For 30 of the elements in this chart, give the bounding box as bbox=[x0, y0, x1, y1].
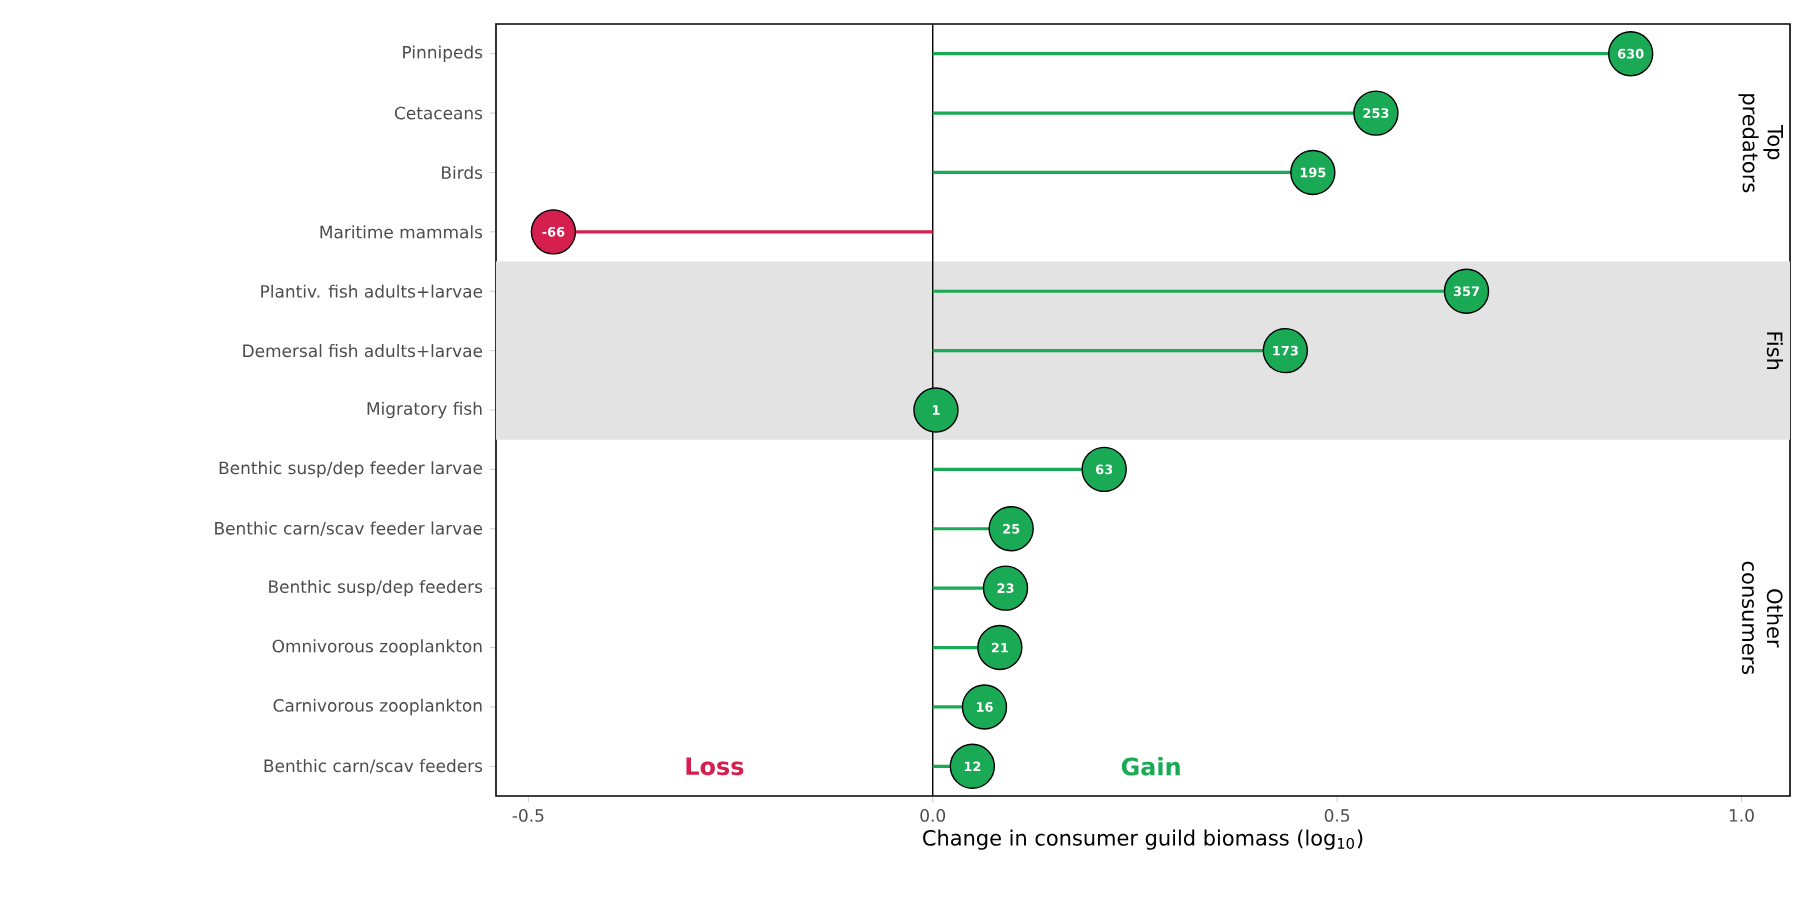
y-tick-label: Carnivorous zooplankton bbox=[273, 698, 482, 716]
y-tick-label: Benthic susp/dep feeder larvae bbox=[219, 461, 483, 478]
annotation: Loss bbox=[686, 757, 744, 776]
annotation: Gain bbox=[1121, 757, 1180, 776]
point bbox=[1081, 446, 1127, 493]
y-tick-label: Maritime mammals bbox=[320, 225, 483, 239]
x-tick-label: 0.5 bbox=[1324, 809, 1350, 822]
point bbox=[913, 387, 959, 433]
x-tick-label: -0.5 bbox=[512, 809, 544, 822]
y-tick-label: Plantiv. fish adults+larvae bbox=[261, 284, 483, 298]
x-tick-label: 0.0 bbox=[920, 809, 946, 822]
point bbox=[949, 743, 996, 790]
y-tick-label: Omnivorous zooplankton bbox=[272, 639, 482, 656]
y-tick-label: Birds bbox=[442, 165, 483, 180]
x-axis-title: Change in consumer guild biomass (log$_{10}$) bbox=[923, 829, 1363, 850]
y-tick-label: Cetaceans bbox=[394, 106, 483, 120]
y-tick-label: Pinnipeds bbox=[403, 45, 483, 62]
point bbox=[961, 684, 1008, 730]
x-tick-label: 1.0 bbox=[1729, 809, 1754, 822]
y-tick-label: Benthic susp/dep feeders bbox=[269, 579, 483, 597]
annotation: Other consumers bbox=[1741, 561, 1783, 675]
annotation: Top predators bbox=[1738, 94, 1783, 193]
y-tick-label: Benthic carn/scav feeders bbox=[264, 759, 483, 774]
point bbox=[977, 624, 1023, 671]
point bbox=[988, 506, 1034, 552]
y-tick-label: Migratory fish bbox=[367, 401, 482, 419]
point bbox=[982, 565, 1029, 611]
y-tick-label: Benthic carn/scav feeder larvae bbox=[215, 521, 483, 536]
band-label: Fish bbox=[1766, 332, 1783, 370]
y-tick-label: Demersal fish adults+larvae bbox=[243, 344, 483, 358]
